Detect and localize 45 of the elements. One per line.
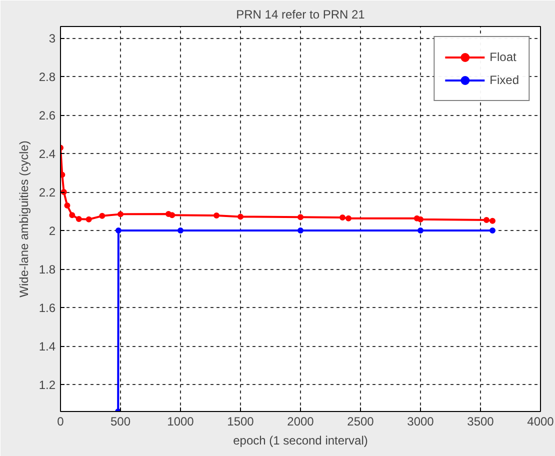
x-tick-label: 3000 bbox=[407, 414, 434, 428]
x-tick-label: 4000 bbox=[527, 414, 554, 428]
y-tick-label: 1.8 bbox=[38, 262, 56, 277]
point bbox=[418, 228, 424, 234]
x-tick-label: 500 bbox=[110, 414, 131, 428]
x-tick-label: 0 bbox=[57, 414, 64, 428]
point bbox=[490, 228, 496, 234]
x-tick-label: 3500 bbox=[467, 414, 494, 428]
point bbox=[76, 216, 82, 222]
point bbox=[115, 228, 122, 234]
y-tick-label: 2.6 bbox=[38, 108, 56, 123]
y-tick-label: 1.4 bbox=[38, 340, 56, 354]
point bbox=[484, 216, 490, 223]
point bbox=[118, 211, 124, 218]
point bbox=[99, 212, 106, 219]
y-tick-label: 2.2 bbox=[38, 186, 56, 200]
x-tick-label: 2500 bbox=[347, 414, 374, 428]
point bbox=[214, 212, 220, 219]
y-tick-label: 2.8 bbox=[38, 70, 56, 84]
point bbox=[490, 218, 496, 224]
point bbox=[298, 228, 304, 234]
point bbox=[298, 214, 304, 220]
point bbox=[178, 228, 184, 234]
legend-label: Float bbox=[490, 50, 516, 64]
point bbox=[346, 215, 352, 222]
chart-title: PRN 14 refer to PRN 21 bbox=[236, 8, 366, 22]
point bbox=[60, 172, 66, 178]
legend-label: Fixed bbox=[490, 73, 519, 87]
point bbox=[64, 202, 70, 209]
x-axis-title: epoch (1 second interval) bbox=[233, 434, 368, 448]
x-tick-label: 1000 bbox=[167, 414, 194, 428]
point bbox=[86, 216, 92, 222]
y-tick-label: 1.6 bbox=[38, 301, 56, 316]
x-tick-label: 1500 bbox=[227, 414, 254, 428]
point bbox=[169, 212, 176, 218]
x-tick-label: 2000 bbox=[287, 414, 314, 428]
y-tick-label: 2 bbox=[48, 224, 56, 238]
y-tick-label: 3 bbox=[48, 32, 56, 46]
point bbox=[340, 214, 346, 220]
point bbox=[69, 212, 76, 218]
y-tick-label: 1.2 bbox=[38, 378, 56, 392]
point bbox=[418, 216, 424, 222]
y-axis-title: Wide-lane ambiguities (cycle) bbox=[16, 140, 31, 298]
y-tick-label: 2.4 bbox=[38, 147, 56, 162]
point bbox=[238, 214, 244, 220]
